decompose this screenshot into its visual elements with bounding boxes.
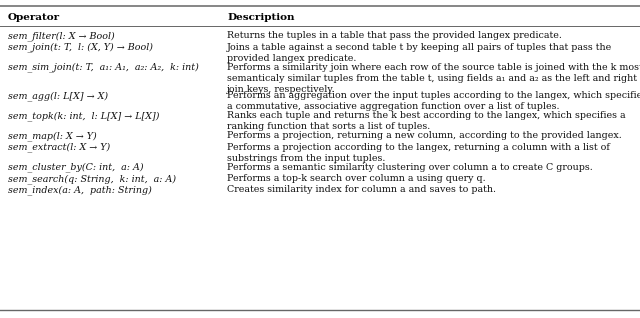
Text: sem_cluster_by(C: int,  a: A): sem_cluster_by(C: int, a: A)	[8, 162, 143, 172]
Text: Returns the tuples in a table that pass the provided langex predicate.: Returns the tuples in a table that pass …	[227, 31, 562, 40]
Text: sem_index(a: A,  path: String): sem_index(a: A, path: String)	[8, 185, 152, 195]
Text: Performs an aggregation over the input tuples according to the langex, which spe: Performs an aggregation over the input t…	[227, 91, 640, 111]
Text: sem_topk(k: int,  l: L[X] → L[X]): sem_topk(k: int, l: L[X] → L[X])	[8, 111, 159, 121]
Text: sem_extract(l: X → Y): sem_extract(l: X → Y)	[8, 142, 110, 152]
Text: Joins a table against a second table t by keeping all pairs of tuples that pass : Joins a table against a second table t b…	[227, 43, 612, 63]
Text: Performs a similarity join where each row of the source table is joined with the: Performs a similarity join where each ro…	[227, 63, 640, 94]
Text: Description: Description	[227, 12, 294, 22]
Text: Performs a semantic similarity clustering over column a to create C groups.: Performs a semantic similarity clusterin…	[227, 162, 593, 171]
Text: sem_map(l: X → Y): sem_map(l: X → Y)	[8, 131, 97, 141]
Text: sem_join(t: T,  l: (X, Y) → Bool): sem_join(t: T, l: (X, Y) → Bool)	[8, 43, 153, 52]
Text: Ranks each tuple and returns the k best according to the langex, which specifies: Ranks each tuple and returns the k best …	[227, 111, 626, 131]
Text: sem_search(q: String,  k: int,  a: A): sem_search(q: String, k: int, a: A)	[8, 174, 176, 184]
Text: sem_filter(l: X → Bool): sem_filter(l: X → Bool)	[8, 31, 115, 41]
Text: Performs a projection according to the langex, returning a column with a list of: Performs a projection according to the l…	[227, 142, 610, 163]
Text: sem_agg(l: L[X] → X): sem_agg(l: L[X] → X)	[8, 91, 108, 101]
Text: sem_sim_join(t: T,  a₁: A₁,  a₂: A₂,  k: int): sem_sim_join(t: T, a₁: A₁, a₂: A₂, k: in…	[8, 63, 199, 72]
Text: Creates similarity index for column a and saves to path.: Creates similarity index for column a an…	[227, 185, 496, 195]
Text: Performs a projection, returning a new column, according to the provided langex.: Performs a projection, returning a new c…	[227, 131, 622, 140]
Text: Performs a top-k search over column a using query q.: Performs a top-k search over column a us…	[227, 174, 486, 183]
Text: Operator: Operator	[8, 12, 60, 22]
